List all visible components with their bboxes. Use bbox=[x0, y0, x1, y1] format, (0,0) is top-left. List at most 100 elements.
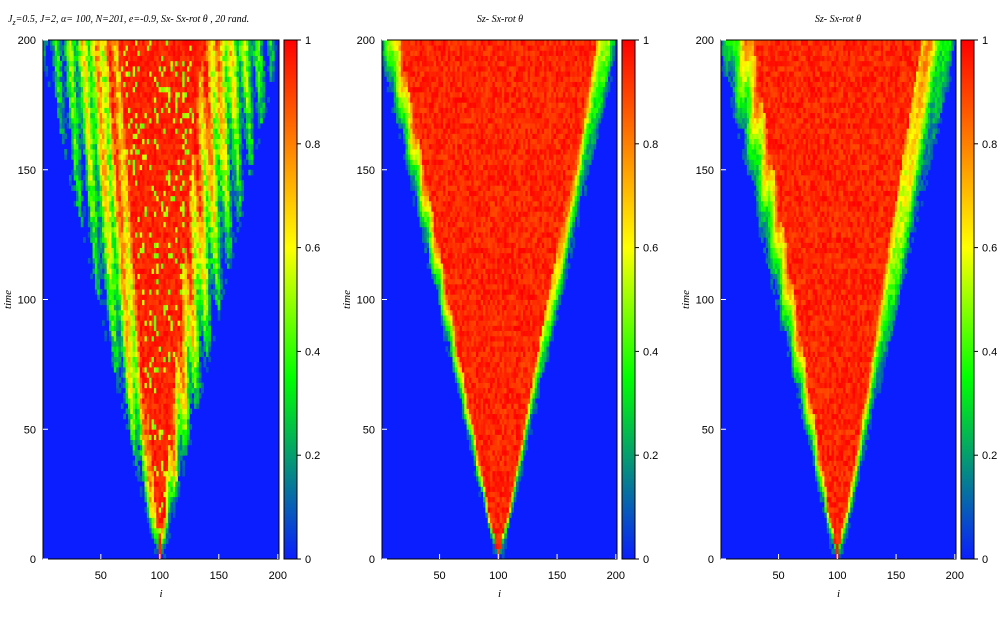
heatmap-cell bbox=[184, 366, 188, 373]
heatmap-cell bbox=[203, 237, 207, 243]
heatmap-cell bbox=[196, 76, 200, 82]
heatmap-cell bbox=[186, 330, 190, 337]
heatmap-cell bbox=[68, 65, 72, 72]
heatmap-cell bbox=[189, 55, 193, 62]
heatmap-cell bbox=[194, 45, 197, 51]
heatmap-cell bbox=[179, 65, 183, 72]
heatmap-cell bbox=[175, 330, 178, 337]
heatmap-cell bbox=[151, 387, 155, 394]
heatmap-cell bbox=[170, 507, 174, 513]
heatmap-cell bbox=[66, 123, 70, 129]
heatmap-cell bbox=[139, 366, 143, 373]
heatmap-cell bbox=[106, 164, 110, 171]
heatmap-cell bbox=[135, 273, 138, 280]
heatmap-cell bbox=[92, 40, 96, 46]
heatmap-cell bbox=[106, 200, 110, 207]
heatmap-cell bbox=[229, 180, 233, 186]
heatmap-cell bbox=[203, 76, 207, 82]
heatmap-cell bbox=[149, 387, 152, 394]
heatmap-cell bbox=[149, 148, 152, 155]
heatmap-cell bbox=[215, 159, 219, 165]
heatmap-cell bbox=[156, 148, 160, 155]
heatmap-cell bbox=[118, 164, 122, 171]
heatmap-cell bbox=[125, 341, 129, 347]
heatmap-cell bbox=[194, 102, 197, 108]
heatmap-cell bbox=[196, 128, 200, 134]
heatmap-cell bbox=[208, 221, 211, 228]
heatmap-cell bbox=[153, 185, 157, 191]
heatmap-cell bbox=[116, 71, 119, 77]
heatmap-cell bbox=[201, 382, 204, 389]
heatmap-cell bbox=[177, 289, 181, 295]
heatmap-cell bbox=[172, 50, 176, 56]
heatmap-cell bbox=[149, 346, 152, 352]
heatmap-cell bbox=[118, 180, 122, 186]
heatmap-cell bbox=[248, 97, 252, 103]
heatmap-cell bbox=[139, 143, 143, 150]
heatmap-cell bbox=[186, 392, 190, 399]
heatmap-cell bbox=[111, 294, 115, 300]
heatmap-cell bbox=[87, 133, 91, 140]
heatmap-cell bbox=[45, 65, 49, 72]
heatmap-cell bbox=[165, 424, 169, 430]
heatmap-cell bbox=[220, 159, 223, 165]
heatmap-cell bbox=[245, 102, 249, 108]
heatmap-cell bbox=[229, 102, 233, 108]
heatmap-cell bbox=[177, 148, 181, 155]
heatmap-cell bbox=[99, 76, 103, 82]
heatmap-cell bbox=[102, 112, 105, 119]
heatmap-cell bbox=[144, 439, 148, 446]
heatmap-cell bbox=[130, 221, 134, 228]
heatmap-cell bbox=[139, 206, 143, 212]
heatmap-cell bbox=[146, 465, 150, 472]
heatmap-cell bbox=[109, 81, 112, 88]
heatmap-cell bbox=[238, 174, 242, 181]
heatmap-cell bbox=[135, 304, 138, 311]
heatmap-cell bbox=[118, 133, 122, 140]
heatmap-cell bbox=[170, 403, 174, 409]
heatmap-cell bbox=[201, 76, 204, 82]
heatmap-cell bbox=[111, 164, 115, 171]
heatmap-cell bbox=[149, 200, 152, 207]
heatmap-cell bbox=[71, 60, 75, 67]
heatmap-cell bbox=[130, 133, 134, 140]
heatmap-cell bbox=[142, 403, 145, 409]
heatmap-cell bbox=[172, 263, 176, 269]
heatmap-cell bbox=[236, 91, 240, 98]
heatmap-cell bbox=[94, 117, 98, 124]
heatmap-cell bbox=[201, 138, 204, 145]
heatmap-cell bbox=[153, 133, 157, 140]
heatmap-cell bbox=[80, 60, 84, 67]
heatmap-cell bbox=[97, 138, 101, 145]
heatmap-cell bbox=[175, 289, 178, 295]
heatmap-cell bbox=[184, 211, 188, 217]
heatmap-cell bbox=[102, 76, 105, 82]
heatmap-cell bbox=[494, 533, 498, 539]
heatmap-cell bbox=[170, 408, 174, 415]
heatmap-cell bbox=[231, 117, 235, 124]
heatmap-cell bbox=[161, 470, 164, 477]
heatmap-cell bbox=[106, 294, 110, 300]
heatmap-cell bbox=[203, 206, 207, 212]
heatmap-cell bbox=[97, 289, 101, 295]
heatmap-cell bbox=[113, 294, 117, 300]
heatmap-cell bbox=[158, 543, 162, 550]
heatmap-cell bbox=[189, 174, 193, 181]
heatmap-cell bbox=[184, 315, 188, 321]
heatmap-cell bbox=[165, 195, 169, 202]
heatmap-cell bbox=[158, 65, 162, 72]
heatmap-cell bbox=[135, 232, 138, 238]
heatmap-cell bbox=[54, 86, 58, 93]
heatmap-cell bbox=[217, 232, 221, 238]
heatmap-cell bbox=[137, 102, 141, 108]
heatmap-cell bbox=[123, 143, 126, 150]
heatmap-cell bbox=[99, 128, 103, 134]
heatmap-cell bbox=[172, 361, 176, 368]
heatmap-cell bbox=[149, 112, 152, 119]
heatmap-cell bbox=[186, 403, 190, 409]
heatmap-cell bbox=[111, 55, 115, 62]
heatmap-cell bbox=[132, 273, 136, 280]
heatmap-cell bbox=[94, 263, 98, 269]
heatmap-cell bbox=[163, 190, 167, 197]
heatmap-cell bbox=[203, 309, 207, 316]
